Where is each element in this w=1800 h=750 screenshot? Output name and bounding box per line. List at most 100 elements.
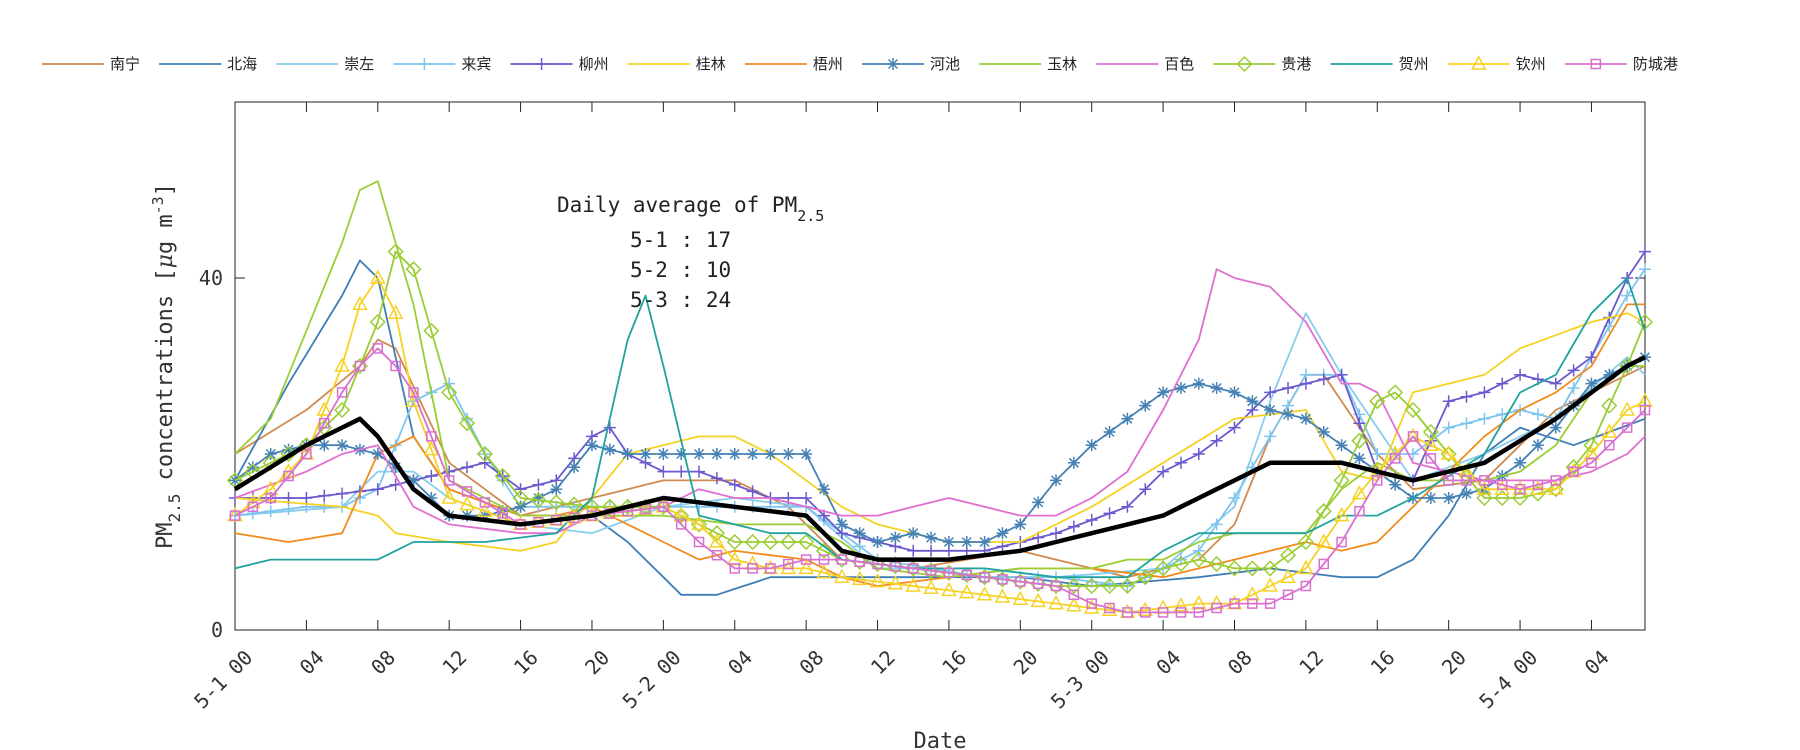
- series-point: [334, 401, 351, 419]
- legend-marker: [887, 58, 899, 70]
- series-point: [1585, 377, 1598, 390]
- series-point: [1282, 382, 1295, 394]
- series-point: [264, 448, 277, 460]
- series-point: [675, 500, 688, 513]
- series-point: [530, 492, 547, 509]
- y-tick-label: 0: [211, 618, 223, 642]
- legend-label: 百色: [1164, 55, 1194, 73]
- series-point: [532, 478, 545, 491]
- series-point: [744, 533, 761, 551]
- series-point: [1476, 489, 1493, 507]
- series-point: [246, 507, 259, 520]
- x-tick-label: 12: [866, 645, 900, 679]
- series-point: [514, 483, 527, 496]
- series-point: [389, 461, 402, 474]
- series-point: [371, 483, 384, 496]
- series-point: [1371, 448, 1384, 460]
- series-point: [1478, 386, 1491, 399]
- series-point: [1549, 377, 1562, 390]
- series-point: [1050, 474, 1063, 487]
- series-point: [816, 564, 832, 579]
- series-line: [234, 312, 1646, 579]
- series-point: [1119, 577, 1136, 595]
- series-point: [1157, 607, 1169, 618]
- series-point: [336, 487, 349, 500]
- series-point: [443, 377, 456, 390]
- series-point: [1298, 559, 1314, 575]
- x-tick-label: 16: [509, 645, 543, 679]
- series-point: [800, 554, 812, 565]
- series-point: [477, 502, 493, 517]
- series-point: [1532, 479, 1544, 491]
- series-point: [1476, 480, 1493, 495]
- series-point: [390, 360, 401, 372]
- daily-average-annotation: Daily average of PM2.5 5-1 : 17 5-2 : 10…: [557, 193, 824, 312]
- series-point: [693, 536, 705, 548]
- legend-label: 崇左: [344, 55, 374, 73]
- annotation-line-2: 5-2 : 10: [630, 258, 731, 282]
- series-point: [1065, 577, 1082, 595]
- x-tick-label: 20: [1009, 645, 1043, 679]
- series-point: [1280, 568, 1296, 583]
- series-point: [1351, 432, 1368, 449]
- x-tick-label: 08: [366, 645, 400, 679]
- series-point: [1460, 390, 1473, 403]
- series-point: [369, 313, 386, 331]
- series-point: [675, 519, 687, 530]
- series-point: [746, 485, 759, 498]
- series-point: [603, 443, 616, 456]
- series-point: [1264, 430, 1277, 443]
- legend-label: 北海: [227, 55, 257, 73]
- series-point: [459, 496, 475, 511]
- series-point: [585, 439, 598, 452]
- series-point: [798, 533, 815, 551]
- series-point: [1318, 558, 1329, 570]
- series-point: [1423, 436, 1439, 451]
- series-point: [1317, 373, 1330, 386]
- series-point: [1585, 351, 1598, 364]
- series-line: [234, 347, 1646, 614]
- annotation-line-1: 5-1 : 17: [630, 228, 731, 252]
- series-point: [1210, 434, 1223, 447]
- series-point: [1139, 399, 1152, 412]
- legend-item: 梧州: [744, 55, 843, 73]
- legend-item: 南宁: [42, 55, 140, 73]
- series-point: [478, 456, 491, 469]
- series-point: [1137, 569, 1154, 586]
- series-point: [1315, 533, 1332, 548]
- series-point: [1496, 408, 1509, 421]
- series-point: [387, 304, 404, 319]
- series-point: [497, 508, 508, 519]
- series-point: [1137, 601, 1154, 616]
- series-point: [1157, 386, 1170, 399]
- series-point: [1460, 417, 1473, 430]
- series-point: [1086, 598, 1097, 609]
- series-point: [1192, 448, 1205, 460]
- series-point: [798, 559, 814, 575]
- series-point: [1282, 408, 1295, 421]
- series-point: [301, 448, 312, 460]
- series-point: [354, 360, 366, 372]
- series-point: [336, 387, 348, 398]
- series-point: [318, 417, 330, 429]
- series-point: [711, 549, 723, 561]
- series-point: [1103, 507, 1116, 520]
- series-point: [818, 554, 830, 565]
- series-point: [334, 357, 350, 372]
- series-point: [405, 261, 422, 278]
- legend-label: 贵港: [1281, 55, 1311, 73]
- series-point: [423, 441, 440, 456]
- series-point: [961, 569, 973, 581]
- series-point: [1193, 607, 1205, 618]
- series-point: [693, 465, 706, 478]
- series-point: [1511, 489, 1529, 507]
- series-point: [1085, 439, 1098, 452]
- series-point: [994, 588, 1011, 603]
- series-point: [1174, 382, 1187, 394]
- series-point: [441, 384, 458, 401]
- series-point: [548, 494, 565, 511]
- legend-label: 钦州: [1516, 55, 1546, 73]
- series-point: [1603, 368, 1616, 381]
- series-point: [247, 501, 259, 513]
- series-point: [1549, 421, 1562, 434]
